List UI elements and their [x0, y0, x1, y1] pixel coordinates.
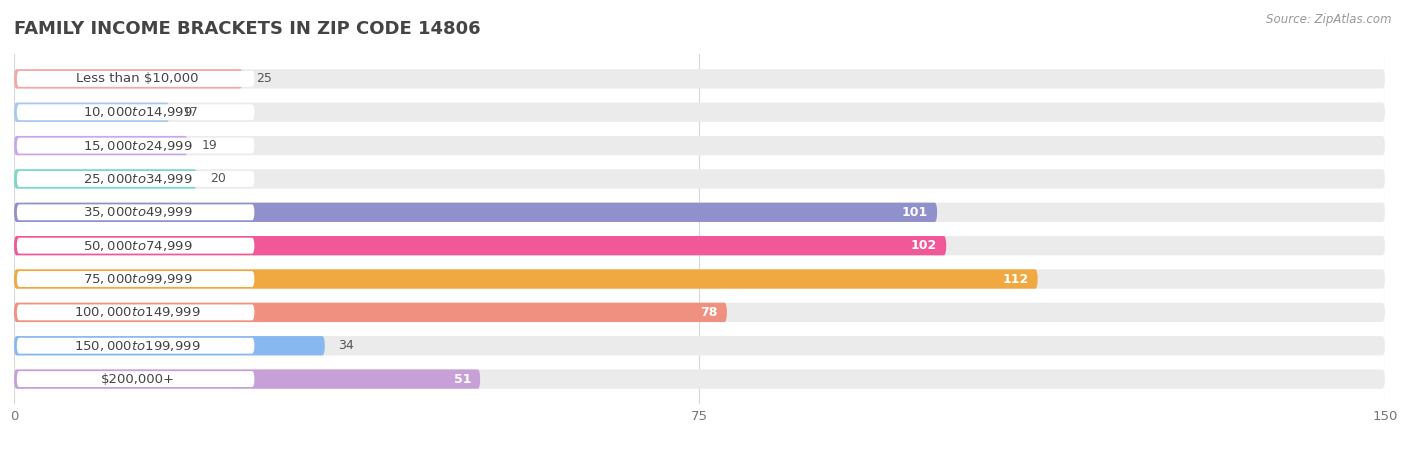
- Text: 34: 34: [339, 339, 354, 352]
- FancyBboxPatch shape: [14, 370, 1385, 389]
- Text: $100,000 to $149,999: $100,000 to $149,999: [75, 305, 201, 319]
- Text: 19: 19: [201, 139, 217, 152]
- FancyBboxPatch shape: [17, 171, 254, 187]
- FancyBboxPatch shape: [14, 236, 1385, 255]
- FancyBboxPatch shape: [14, 202, 1385, 222]
- FancyBboxPatch shape: [17, 138, 254, 154]
- Text: 25: 25: [256, 72, 273, 85]
- Text: $150,000 to $199,999: $150,000 to $199,999: [75, 339, 201, 353]
- Text: $50,000 to $74,999: $50,000 to $74,999: [83, 239, 193, 253]
- FancyBboxPatch shape: [14, 236, 946, 255]
- FancyBboxPatch shape: [17, 304, 254, 320]
- FancyBboxPatch shape: [14, 169, 197, 189]
- FancyBboxPatch shape: [14, 303, 1385, 322]
- Text: 78: 78: [700, 306, 718, 319]
- Text: Less than $10,000: Less than $10,000: [76, 72, 198, 85]
- FancyBboxPatch shape: [14, 370, 481, 389]
- Text: $75,000 to $99,999: $75,000 to $99,999: [83, 272, 193, 286]
- FancyBboxPatch shape: [14, 136, 188, 155]
- FancyBboxPatch shape: [14, 336, 1385, 356]
- Text: 51: 51: [454, 373, 471, 386]
- FancyBboxPatch shape: [14, 303, 727, 322]
- Text: $200,000+: $200,000+: [100, 373, 174, 386]
- FancyBboxPatch shape: [17, 204, 254, 220]
- Text: $25,000 to $34,999: $25,000 to $34,999: [83, 172, 193, 186]
- Text: $10,000 to $14,999: $10,000 to $14,999: [83, 105, 193, 119]
- FancyBboxPatch shape: [14, 69, 243, 88]
- FancyBboxPatch shape: [14, 269, 1385, 289]
- Text: FAMILY INCOME BRACKETS IN ZIP CODE 14806: FAMILY INCOME BRACKETS IN ZIP CODE 14806: [14, 21, 481, 39]
- FancyBboxPatch shape: [17, 104, 254, 120]
- FancyBboxPatch shape: [17, 371, 254, 387]
- Text: 20: 20: [211, 172, 226, 185]
- Text: 112: 112: [1002, 273, 1029, 286]
- FancyBboxPatch shape: [17, 238, 254, 254]
- FancyBboxPatch shape: [14, 336, 325, 356]
- Text: $15,000 to $24,999: $15,000 to $24,999: [83, 139, 193, 153]
- FancyBboxPatch shape: [17, 71, 254, 87]
- FancyBboxPatch shape: [14, 136, 1385, 155]
- Text: 102: 102: [911, 239, 938, 252]
- FancyBboxPatch shape: [14, 169, 1385, 189]
- FancyBboxPatch shape: [14, 102, 170, 122]
- FancyBboxPatch shape: [17, 271, 254, 287]
- Text: Source: ZipAtlas.com: Source: ZipAtlas.com: [1267, 13, 1392, 26]
- FancyBboxPatch shape: [14, 102, 1385, 122]
- Text: 17: 17: [183, 106, 200, 119]
- FancyBboxPatch shape: [17, 338, 254, 354]
- FancyBboxPatch shape: [14, 69, 1385, 88]
- FancyBboxPatch shape: [14, 269, 1038, 289]
- FancyBboxPatch shape: [14, 202, 938, 222]
- Text: 101: 101: [901, 206, 928, 219]
- Text: $35,000 to $49,999: $35,000 to $49,999: [83, 205, 193, 219]
